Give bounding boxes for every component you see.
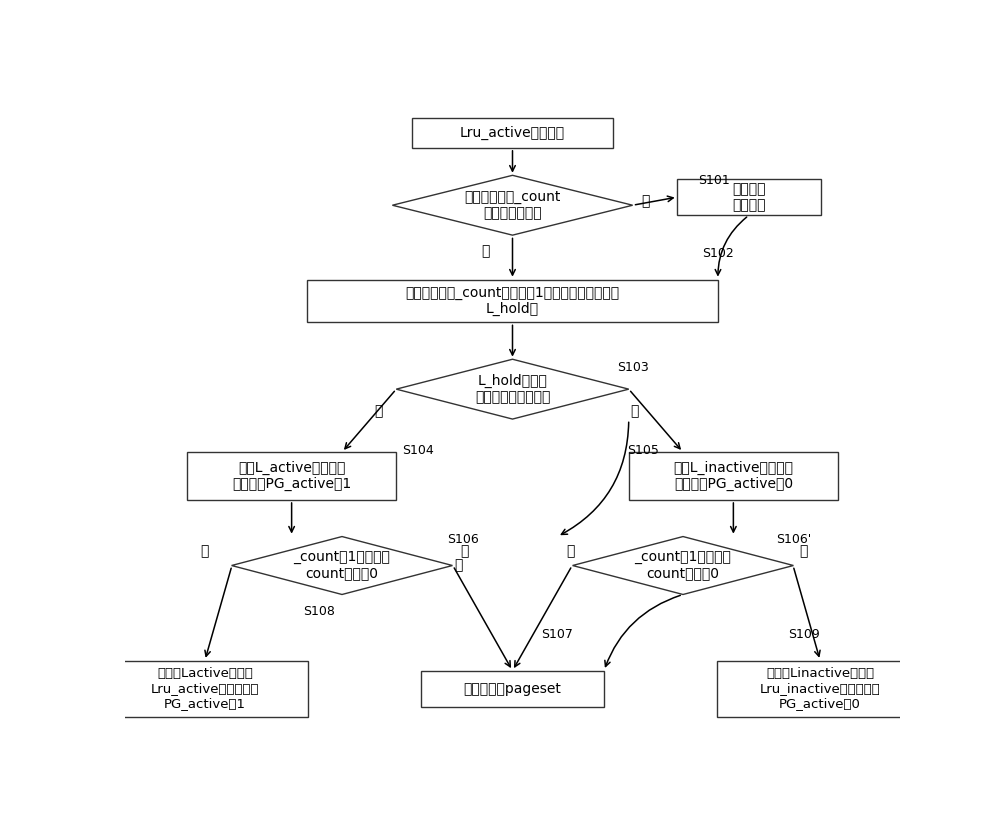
Text: S104: S104 xyxy=(402,444,434,457)
Text: 否: 否 xyxy=(799,545,807,559)
Text: S106: S106 xyxy=(447,533,478,546)
Text: Lru_active上的大页: Lru_active上的大页 xyxy=(460,126,565,140)
Text: 大页移到
热页链表: 大页移到 热页链表 xyxy=(732,182,766,212)
Text: S109: S109 xyxy=(788,628,820,641)
Text: 是: 是 xyxy=(460,545,469,559)
Text: 否: 否 xyxy=(454,559,462,573)
Text: 否: 否 xyxy=(481,245,490,258)
Text: 页描述符中的_count标识位加1，并将该大页移动到
L_hold上: 页描述符中的_count标识位加1，并将该大页移动到 L_hold上 xyxy=(405,285,620,316)
FancyBboxPatch shape xyxy=(421,671,604,708)
Text: 大页从Linactive移动到
Lru_inactive上，并设置
PG_active为0: 大页从Linactive移动到 Lru_inactive上，并设置 PG_act… xyxy=(760,667,881,711)
Text: _count减1，并判断
count是否为0: _count减1，并判断 count是否为0 xyxy=(294,551,390,581)
Polygon shape xyxy=(573,537,793,595)
Text: S107: S107 xyxy=(541,628,573,641)
Polygon shape xyxy=(396,359,629,419)
Text: 否: 否 xyxy=(374,404,383,418)
Text: S101: S101 xyxy=(698,173,730,187)
Text: _count减1，并判断
count是否为0: _count减1，并判断 count是否为0 xyxy=(635,551,731,581)
FancyBboxPatch shape xyxy=(677,179,821,215)
Polygon shape xyxy=(392,175,633,235)
FancyBboxPatch shape xyxy=(307,280,718,322)
FancyBboxPatch shape xyxy=(102,661,308,717)
Text: S106': S106' xyxy=(776,533,811,546)
Text: 页描述符中的_count
标识位是否为零: 页描述符中的_count 标识位是否为零 xyxy=(464,190,561,220)
Text: S102: S102 xyxy=(702,247,734,260)
FancyBboxPatch shape xyxy=(187,452,396,500)
Text: 是: 是 xyxy=(631,404,639,418)
Text: 否: 否 xyxy=(201,545,209,559)
Text: L_hold上的大
页是否被进程访问过: L_hold上的大 页是否被进程访问过 xyxy=(475,374,550,404)
Text: 移到L_active上，并设
置大页的PG_active为1: 移到L_active上，并设 置大页的PG_active为1 xyxy=(232,461,351,492)
FancyBboxPatch shape xyxy=(717,661,923,717)
FancyBboxPatch shape xyxy=(629,452,838,500)
Text: 移动到链表pageset: 移动到链表pageset xyxy=(464,682,561,696)
Text: S108: S108 xyxy=(303,605,335,618)
Text: 是: 是 xyxy=(642,194,650,208)
Text: 是: 是 xyxy=(566,545,575,559)
Text: 大页从Lactive移动到
Lru_active上，并设置
PG_active为1: 大页从Lactive移动到 Lru_active上，并设置 PG_active为… xyxy=(151,667,259,711)
Polygon shape xyxy=(232,537,452,595)
Text: 移到L_inactive上，并设
置大页的PG_active为0: 移到L_inactive上，并设 置大页的PG_active为0 xyxy=(673,461,793,492)
FancyBboxPatch shape xyxy=(412,118,613,148)
Text: S105: S105 xyxy=(627,444,659,457)
Text: S103: S103 xyxy=(617,362,649,375)
